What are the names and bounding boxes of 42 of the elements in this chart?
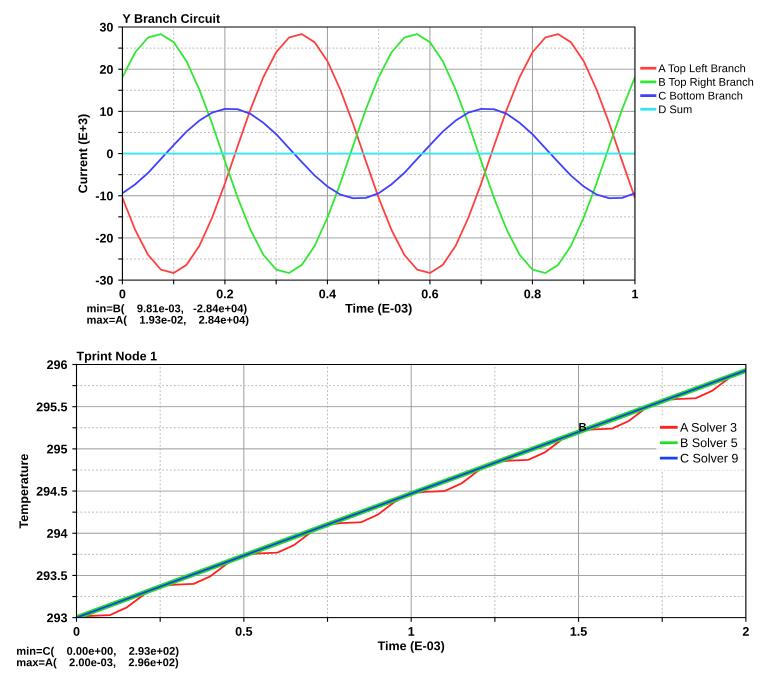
y-tick-label: 20 <box>100 64 113 74</box>
y-tick-label: 294 <box>47 529 68 538</box>
y-tick-label: -30 <box>96 276 113 285</box>
y-tick-label: 30 <box>100 22 113 32</box>
legend-label: B Solver 5 <box>681 438 738 448</box>
text: min=C( 0.00e+00, 2.93e+02) <box>16 646 178 658</box>
y-tick-label: -20 <box>96 234 113 243</box>
y-tick-label: -10 <box>96 192 113 200</box>
x-axis-title: Time (E-03) <box>378 641 444 653</box>
text: max=A( 2.00e-03, 2.96e+02) <box>16 658 178 668</box>
chart-title: Tprint Node 1 <box>76 351 157 363</box>
x-tick-label: 0.6 <box>422 289 438 298</box>
y-tick-label: 295 <box>47 444 68 454</box>
y-tick-label: 293.5 <box>36 571 68 580</box>
legend-label: C Solver 9 <box>680 453 738 463</box>
x-tick-label: 0 <box>119 289 126 298</box>
x-tick-label: 0 <box>74 626 80 636</box>
legend-label: C Bottom Branch <box>658 91 742 100</box>
x-tick-label: 0.5 <box>236 626 252 636</box>
text: max=A( 1.93e-02, 2.84e+04) <box>87 316 248 326</box>
x-tick-label: 2 <box>742 626 749 636</box>
y-axis-title: Current (E+3) <box>78 114 90 193</box>
x-axis-title: Time (E-03) <box>345 304 412 316</box>
x-tick-label: 0.4 <box>319 289 336 298</box>
x-tick-label: 0.2 <box>216 289 234 298</box>
y-tick-label: 10 <box>100 107 113 116</box>
x-tick-label: 1 <box>632 290 638 298</box>
legend-label: A Top Left Branch <box>658 64 746 74</box>
y-tick-label: 0 <box>106 149 113 158</box>
y-tick-label: 294.5 <box>36 486 68 496</box>
legend-label: B Top Right Branch <box>659 78 754 88</box>
chart-title: Y Branch Circuit <box>122 14 220 23</box>
y-tick-label: 293 <box>47 613 68 622</box>
y-tick-label: 296 <box>47 360 68 370</box>
x-tick-label: 1 <box>408 627 414 636</box>
x-tick-label: 0.8 <box>524 289 541 298</box>
y-tick-label: 295.5 <box>36 402 68 412</box>
legend-label: D Sum <box>659 105 692 114</box>
text: min=B( 9.81e-03, -2.84e+04) <box>87 304 247 315</box>
x-tick-label: 1.5 <box>570 627 587 636</box>
legend-label: A Solver 3 <box>680 422 736 432</box>
y-axis-title: Temperature <box>19 454 31 528</box>
